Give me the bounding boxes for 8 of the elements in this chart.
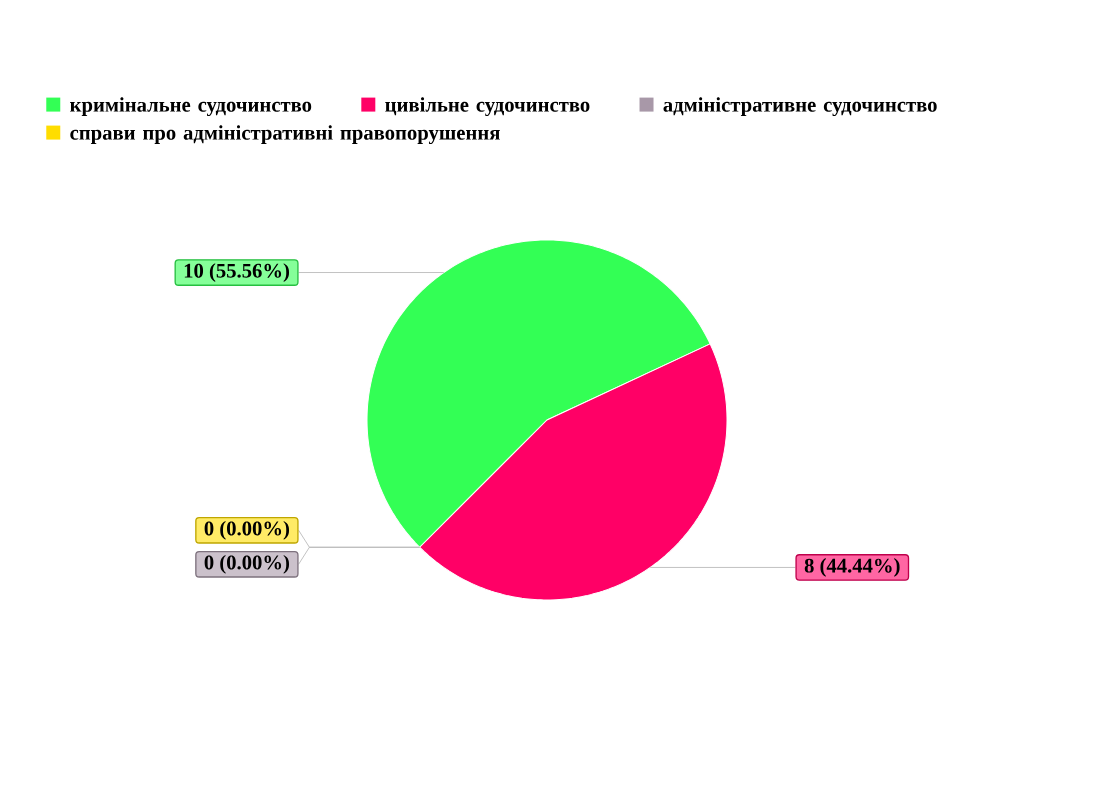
data-label: 10 (55.56%) xyxy=(184,263,290,282)
data-label: 8 (44.44%) xyxy=(804,558,900,577)
legend-label: справи про адміністративні правопорушення xyxy=(70,125,500,145)
legend-label: кримінальне судочинство xyxy=(70,97,312,117)
legend-label: адміністративне судочинство xyxy=(663,97,937,117)
legend-label: цивільне судочинство xyxy=(385,97,590,117)
text: 0 (0.00%) xyxy=(204,554,290,574)
text: 0 (0.00%) xyxy=(204,520,290,540)
